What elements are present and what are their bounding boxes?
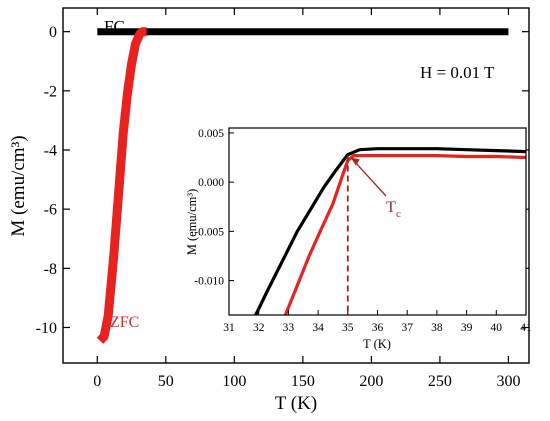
- main-x-tick-label: 50: [158, 373, 174, 390]
- main-chart: 0 50 100 150 200 250 300 0 -2 -4 -6 -8 -10 FC ZFC H …: [8, 7, 530, 414]
- inset-x-tick-label: 31: [223, 322, 235, 334]
- inset-y-tick-label: 0.005: [198, 128, 224, 140]
- tc-arrow-line: [351, 158, 387, 197]
- inset-x-tick-label: 36: [372, 322, 384, 334]
- inset-x-tick-label: 34: [312, 322, 324, 334]
- main-series-layer: [96, 27, 509, 344]
- inset-axes-layer: 31 32 33 34 35 36 37 38 39 40 41 0.005 0.000 -0.005 -0…: [194, 128, 532, 334]
- inset-y-axis-title: M (emu/cm³): [185, 189, 199, 256]
- tc-label: T c: [386, 199, 401, 220]
- tc-arrow-head: [350, 157, 360, 166]
- main-x-tick-label: 200: [359, 373, 383, 390]
- main-y-tick-label: -10: [36, 320, 57, 337]
- main-x-tick-label: 0: [93, 373, 101, 390]
- inset-series-zfc-line: [283, 154, 526, 315]
- main-x-tick-label: 100: [222, 373, 246, 390]
- main-series-zfc-line: [96, 27, 147, 344]
- main-y-axis-title: M (emu/cm³): [8, 135, 29, 236]
- inset-chart: 31 32 33 34 35 36 37 38 39 40 41 0.005 0.000 -0.005 -0…: [185, 127, 532, 351]
- inset-y-tick-label: 0.000: [198, 177, 224, 189]
- main-plot-frame: [62, 7, 530, 364]
- tc-label-main: T: [386, 199, 396, 216]
- main-y-tick-label: -8: [44, 261, 57, 278]
- inset-x-axis-title: T (K): [363, 337, 391, 351]
- main-x-axis-title: T (K): [275, 393, 317, 414]
- main-series-label-fc: FC: [104, 17, 125, 36]
- main-y-tick-label: -2: [44, 83, 57, 100]
- inset-y-tick-label: -0.005: [194, 226, 224, 238]
- inset-series-layer: [254, 147, 526, 315]
- main-x-tick-label: 250: [428, 373, 452, 390]
- main-series-label-zfc: ZFC: [110, 314, 139, 331]
- inset-x-tick-label: 32: [253, 322, 265, 334]
- inset-background: [229, 128, 526, 315]
- inset-series-fc-line: [254, 147, 526, 315]
- inset-x-tick-label: 35: [342, 322, 354, 334]
- tc-label-subscript: c: [396, 208, 401, 220]
- inset-y-tick-label: -0.010: [194, 276, 224, 288]
- inset-x-tick-label: 37: [401, 322, 413, 334]
- field-annotation: H = 0.01 T: [420, 63, 495, 82]
- main-x-tick-label: 150: [291, 373, 315, 390]
- main-y-tick-label: -6: [44, 202, 57, 219]
- inset-x-tick-label: 41: [520, 322, 532, 334]
- inset-x-tick-label: 33: [283, 322, 295, 334]
- main-y-tick-label: -4: [44, 143, 57, 160]
- inset-x-tick-label: 39: [461, 322, 473, 334]
- main-x-tick-label: 300: [496, 373, 520, 390]
- main-axes-layer: 0 50 100 150 200 250 300 0 -2 -4 -6 -8 -10: [36, 8, 529, 390]
- inset-x-tick-label: 38: [431, 322, 443, 334]
- inset-x-tick-label: 40: [491, 322, 503, 334]
- main-y-tick-label: 0: [49, 24, 57, 41]
